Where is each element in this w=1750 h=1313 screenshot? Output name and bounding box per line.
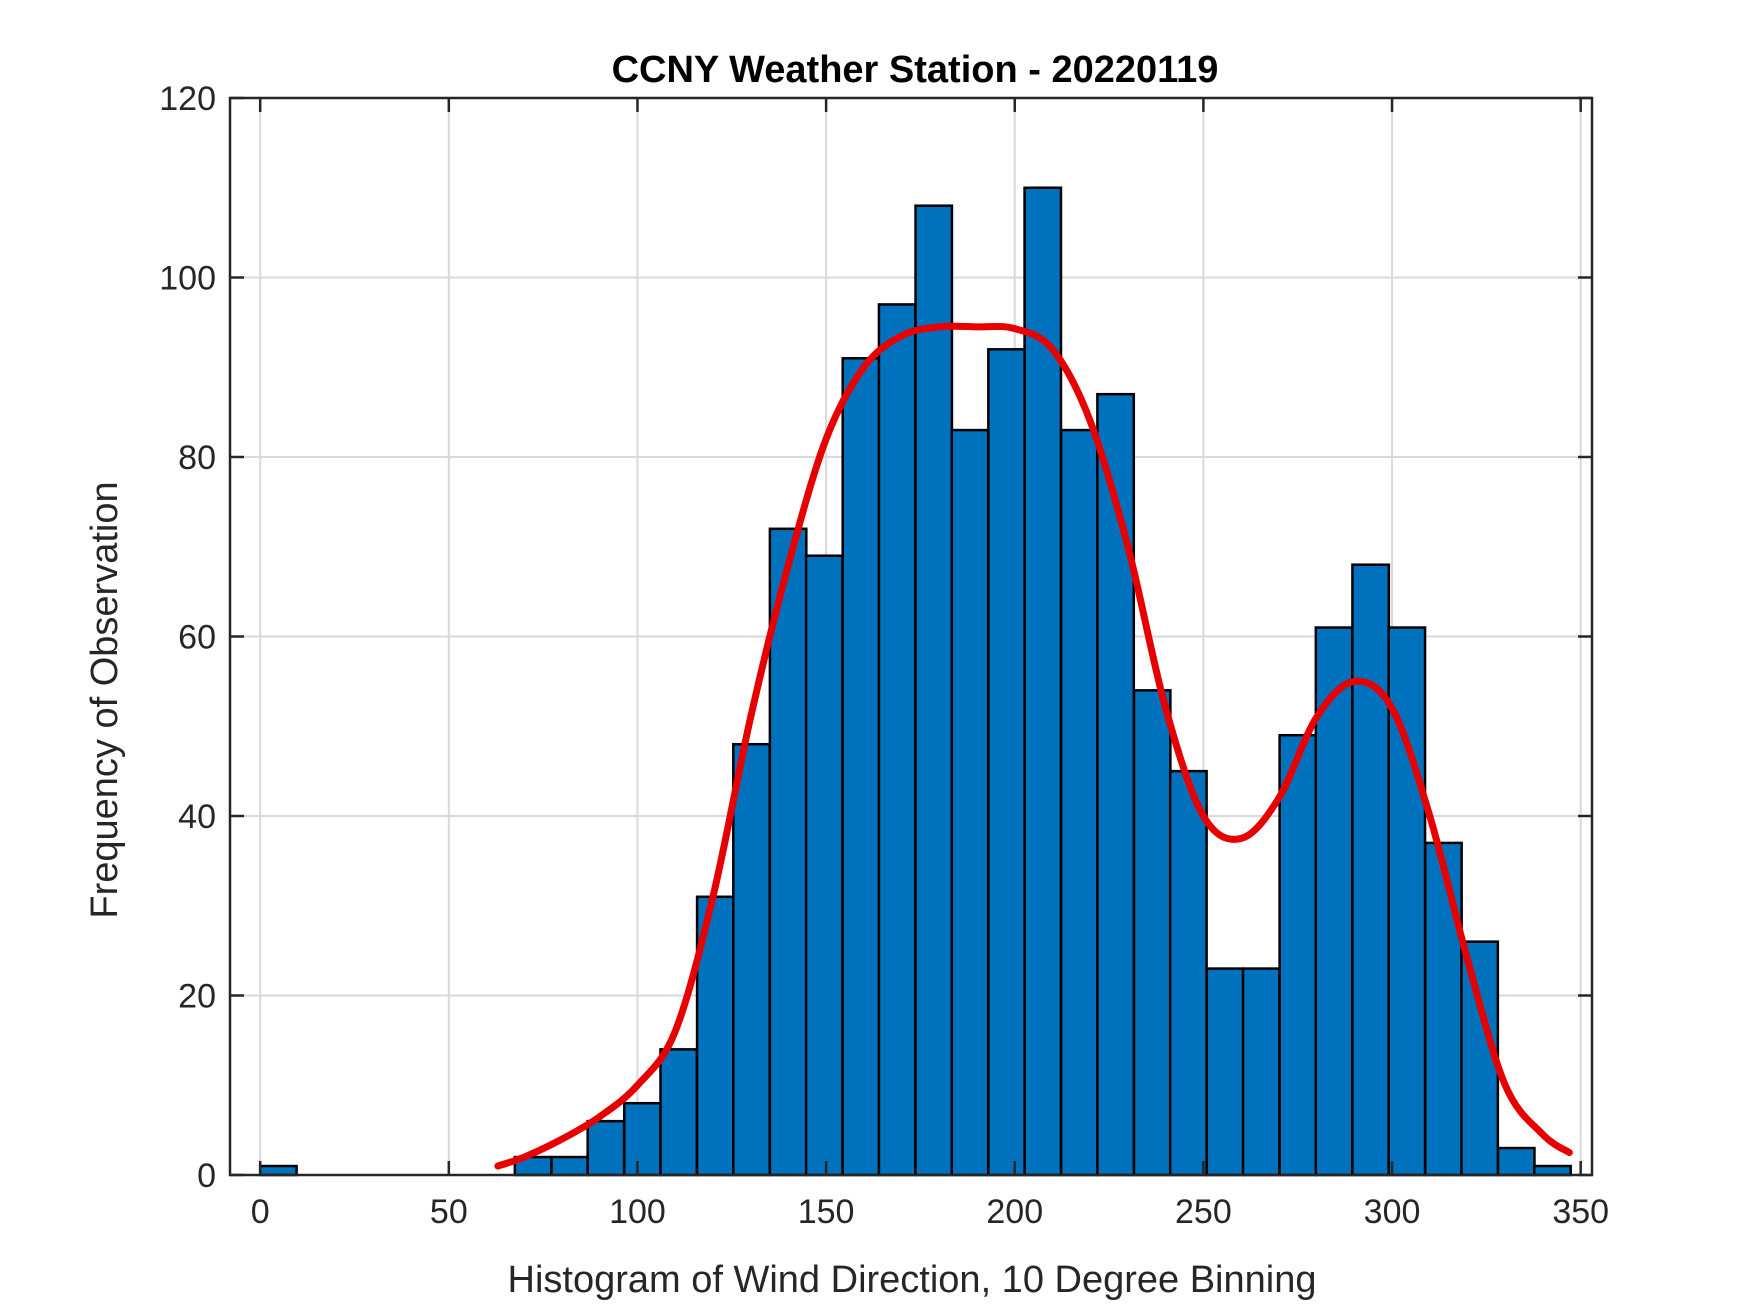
histogram-bar [1059,428,1099,1177]
y-axis-label: Frequency of Observation [84,481,126,918]
histogram-bar [1241,967,1281,1177]
histogram-bar [1132,689,1172,1177]
histogram-bar [1096,392,1136,1177]
histogram-bar [987,348,1027,1177]
x-tick-label: 250 [1175,1193,1232,1231]
x-tick-label: 100 [609,1193,666,1231]
x-tick-label: 300 [1364,1193,1421,1231]
x-tick-label: 150 [798,1193,855,1231]
fit-curve-line [494,322,1573,1170]
x-tick-label: 50 [430,1193,468,1231]
histogram-bar [550,1155,590,1177]
chart-title: CCNY Weather Station - 20220119 [612,49,1219,91]
y-tick-label: 100 [159,260,216,298]
histogram-bar [768,527,808,1177]
x-tick-label: 200 [986,1193,1043,1231]
histogram-bar [950,428,990,1177]
histogram-bar [841,357,881,1177]
x-axis-label: Histogram of Wind Direction, 10 Degree B… [508,1259,1317,1301]
histogram-bar [914,204,954,1177]
axes: 0 50 100 150 200 250 300 350 0 20 40 60 80 100 120 [159,80,1609,1231]
histogram-bar [1351,563,1391,1177]
histogram-bar [877,303,917,1177]
y-tick-label: 120 [159,80,216,118]
histogram-bar [659,1048,699,1177]
y-tick-label: 60 [178,619,216,657]
histogram-bar [1496,1146,1536,1177]
y-tick-label: 20 [178,978,216,1016]
x-tick-label: 0 [251,1193,270,1231]
histogram-bar [586,1119,626,1177]
histogram-bar [1423,841,1463,1177]
x-tick-label: 350 [1552,1193,1609,1231]
histogram-bar [732,742,771,1177]
histogram-bar [258,1164,298,1177]
histogram-bar [623,1101,662,1177]
histogram-bar [1533,1164,1572,1177]
histogram-bar [1168,769,1208,1177]
y-tick-label: 0 [197,1157,216,1195]
histogram-bar [1278,733,1318,1177]
fit-curve-group [494,322,1573,1170]
y-tick-label: 80 [178,439,216,477]
histogram-bars [258,186,1572,1177]
histogram-bar [1205,967,1245,1177]
histogram-bar [804,554,844,1177]
y-tick-label: 40 [178,798,216,836]
